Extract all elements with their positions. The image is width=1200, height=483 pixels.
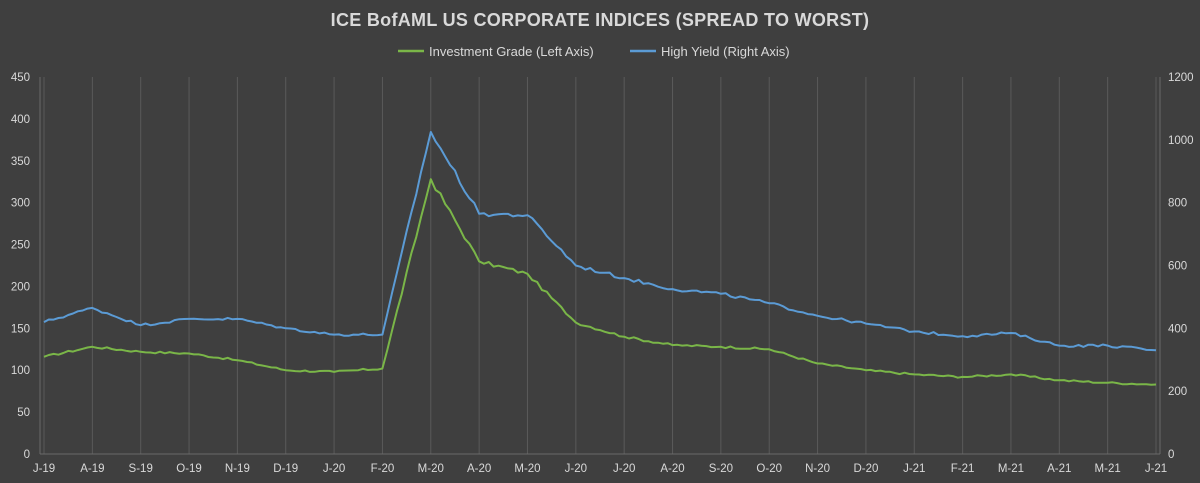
series-line-investment-grade bbox=[43, 178, 1157, 386]
left-tick-label: 0 bbox=[24, 449, 30, 461]
right-tick-label: 200 bbox=[1168, 386, 1187, 398]
x-tick-label: J-20 bbox=[323, 463, 345, 475]
x-tick-label: J-20 bbox=[565, 463, 587, 475]
grid bbox=[39, 77, 1161, 455]
x-tick-label: D-20 bbox=[853, 463, 878, 475]
left-axis-ticks: 0 50 100 150 200 250 300 350 400 450 bbox=[11, 72, 30, 461]
x-tick-label: J-21 bbox=[903, 463, 925, 475]
series-line-high-yield bbox=[43, 131, 1157, 352]
x-axis-ticks: J-19 A-19 S-19 O-19 N-19 D-19 J-20 F-20 M-20 A-20… bbox=[33, 463, 1167, 475]
x-tick-label: M-20 bbox=[514, 463, 540, 475]
left-tick-label: 50 bbox=[17, 407, 30, 419]
right-tick-label: 0 bbox=[1168, 449, 1174, 461]
right-tick-label: 1200 bbox=[1168, 72, 1194, 84]
x-tick-label: F-21 bbox=[951, 463, 975, 475]
x-tick-label: S-19 bbox=[129, 463, 153, 475]
right-tick-label: 1000 bbox=[1168, 135, 1194, 147]
x-tick-label: J-19 bbox=[33, 463, 55, 475]
left-tick-label: 300 bbox=[11, 198, 30, 210]
left-tick-label: 350 bbox=[11, 156, 30, 168]
x-tick-label: A-21 bbox=[1047, 463, 1071, 475]
x-tick-label: A-20 bbox=[660, 463, 684, 475]
x-tick-label: M-21 bbox=[1095, 463, 1121, 475]
x-tick-label: M-20 bbox=[418, 463, 444, 475]
left-tick-label: 200 bbox=[11, 281, 30, 293]
x-tick-label: O-19 bbox=[176, 463, 202, 475]
chart-title: ICE BofAML US CORPORATE INDICES (SPREAD … bbox=[331, 10, 870, 30]
x-tick-label: M-21 bbox=[998, 463, 1024, 475]
x-tick-label: N-19 bbox=[225, 463, 250, 475]
x-tick-label: S-20 bbox=[709, 463, 733, 475]
left-tick-label: 150 bbox=[11, 323, 30, 335]
left-tick-label: 100 bbox=[11, 365, 30, 377]
x-tick-label: J-21 bbox=[1145, 463, 1167, 475]
left-tick-label: 400 bbox=[11, 114, 30, 126]
right-tick-label: 600 bbox=[1168, 261, 1187, 273]
right-tick-label: 800 bbox=[1168, 198, 1187, 210]
left-tick-label: 450 bbox=[11, 72, 30, 84]
legend-label-investment-grade: Investment Grade (Left Axis) bbox=[429, 44, 594, 59]
x-tick-label: N-20 bbox=[805, 463, 830, 475]
x-tick-label: D-19 bbox=[273, 463, 298, 475]
legend-label-high-yield: High Yield (Right Axis) bbox=[661, 44, 790, 59]
left-tick-label: 250 bbox=[11, 240, 30, 252]
x-tick-label: A-19 bbox=[80, 463, 104, 475]
right-axis-ticks: 0 200 400 600 800 1000 1200 bbox=[1168, 72, 1194, 461]
series bbox=[43, 131, 1157, 386]
right-tick-label: 400 bbox=[1168, 323, 1187, 335]
x-tick-label: J-20 bbox=[613, 463, 635, 475]
x-tick-label: A-20 bbox=[467, 463, 491, 475]
x-tick-label: F-20 bbox=[371, 463, 395, 475]
x-tick-label: O-20 bbox=[756, 463, 782, 475]
legend: Investment Grade (Left Axis) High Yield … bbox=[398, 44, 790, 59]
